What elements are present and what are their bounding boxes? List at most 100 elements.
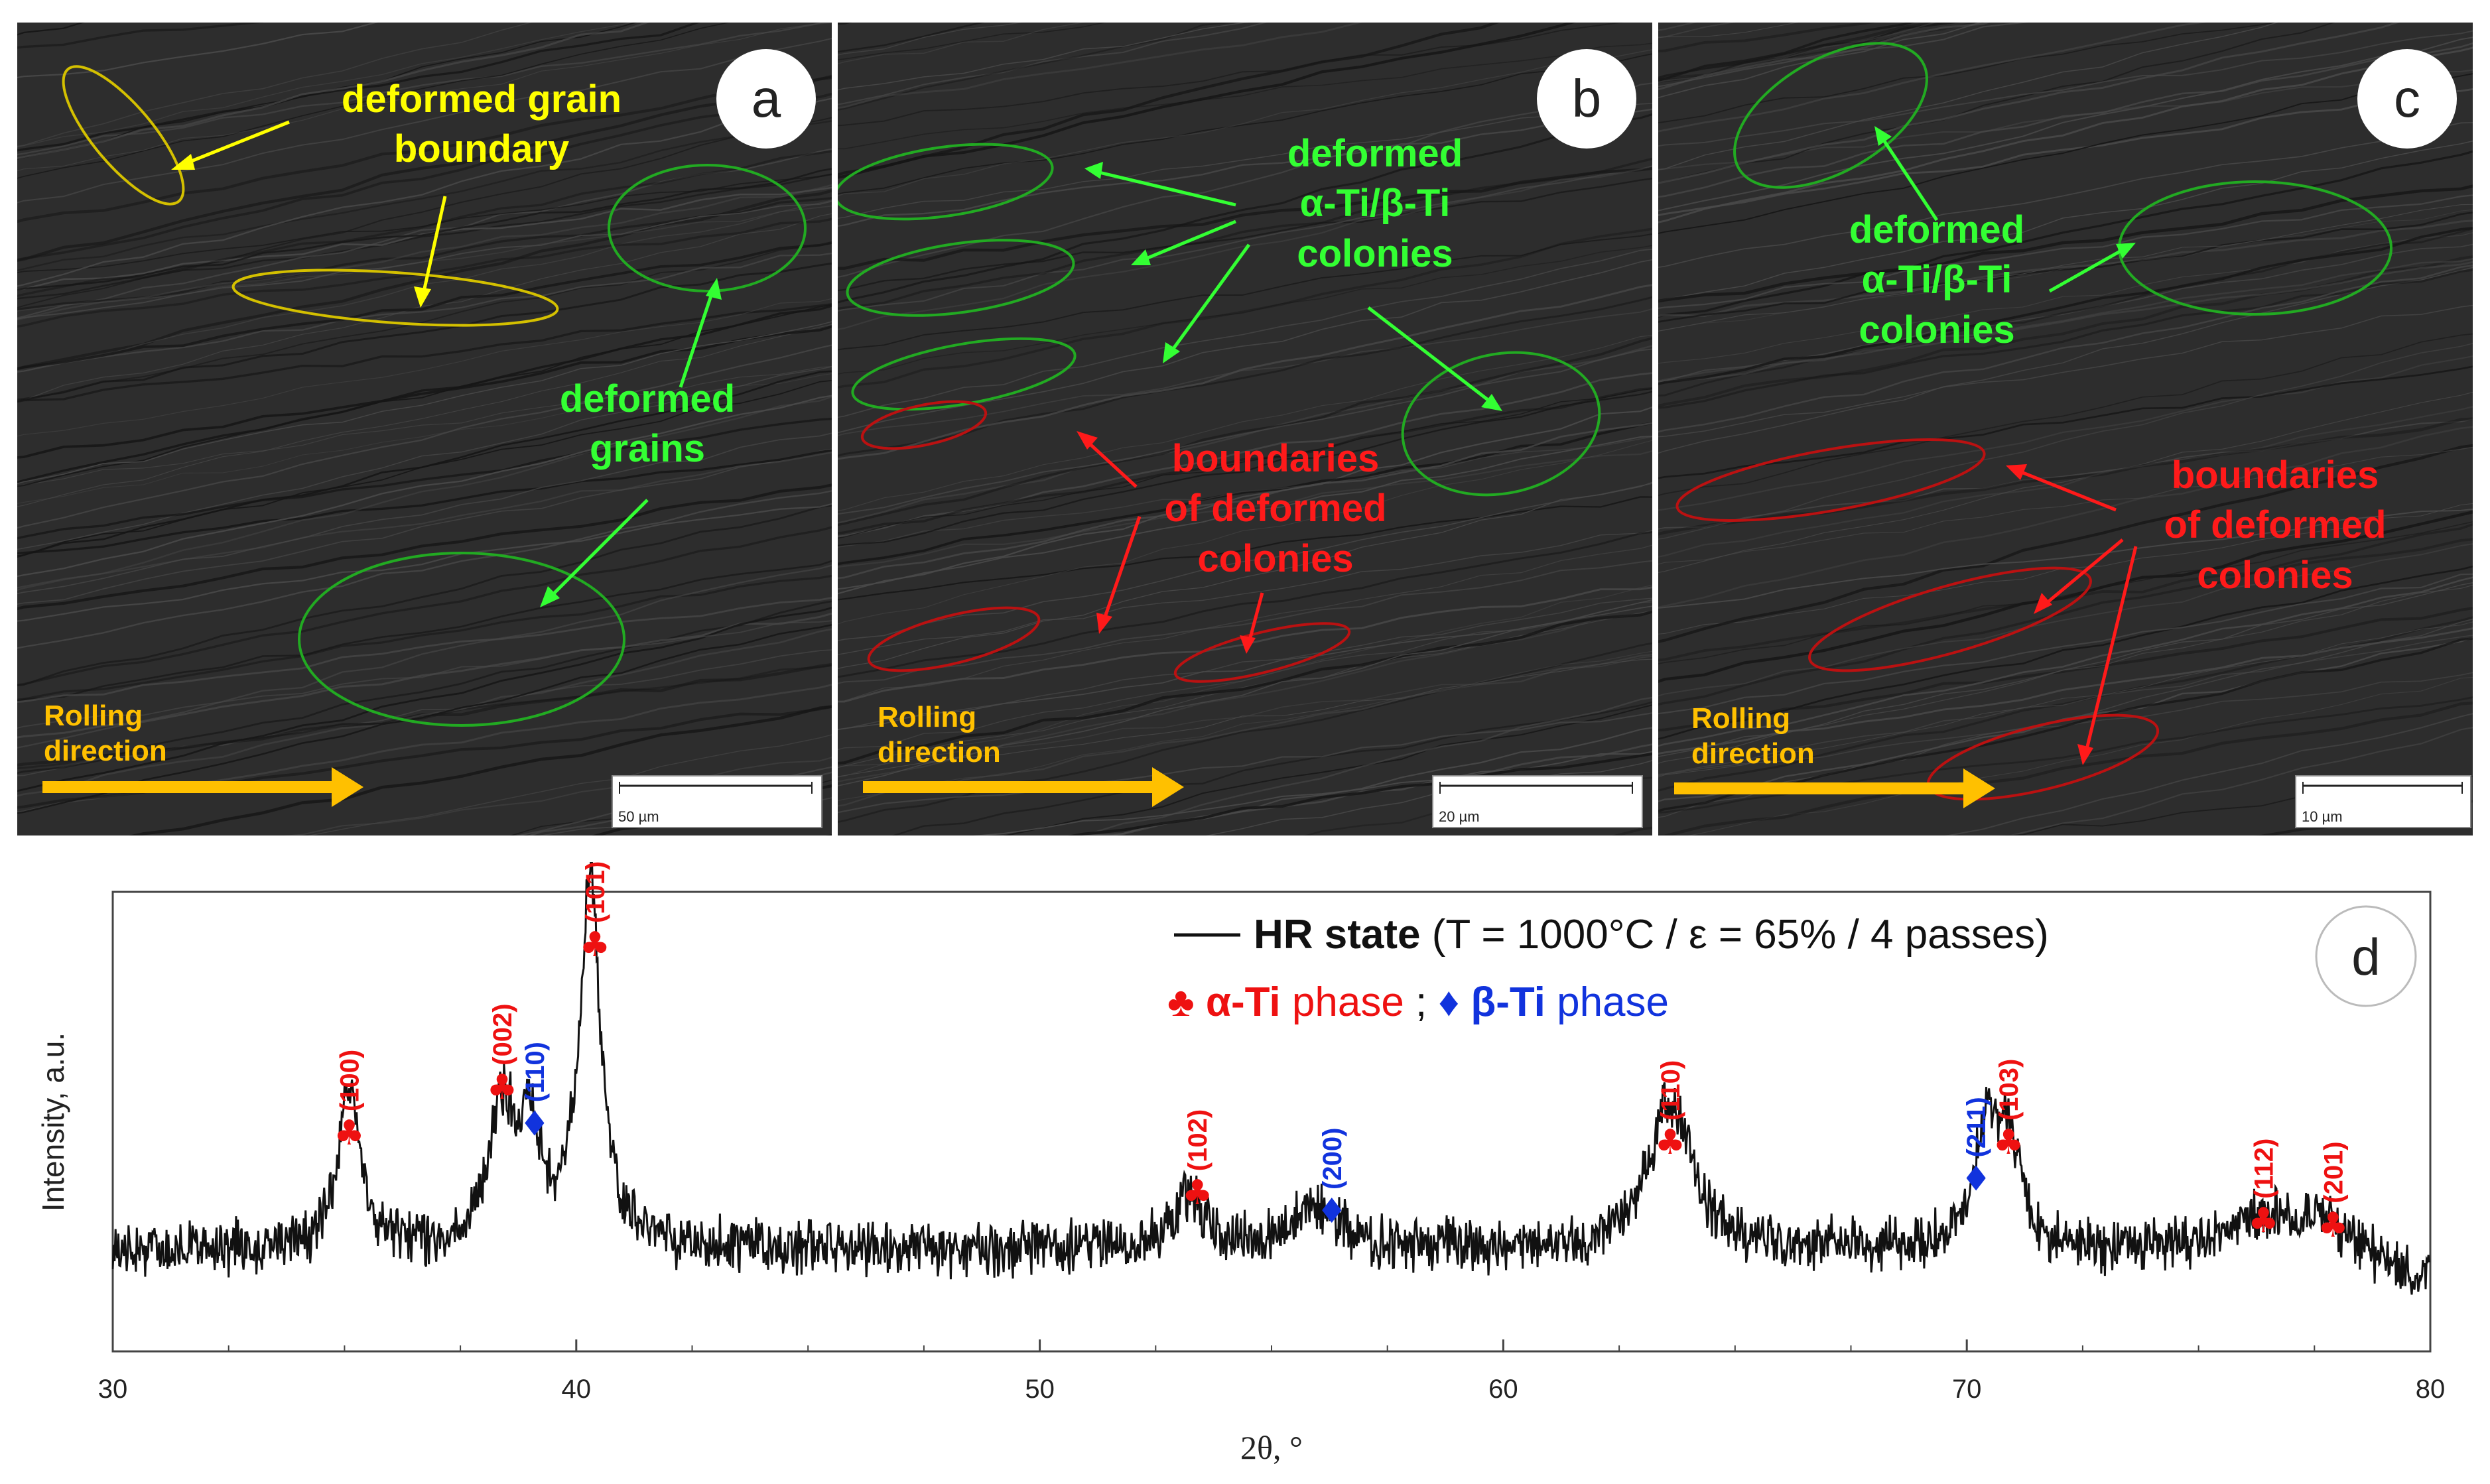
texture-streak [838, 233, 1652, 351]
texture-streak [1658, 261, 2473, 383]
colony-ellipse-c1 [1733, 42, 1928, 189]
sem-texture-b [838, 23, 1652, 835]
miller-index-label: (112) [2249, 1139, 2278, 1199]
texture-streak [1658, 702, 2473, 835]
panel-letter-d: d [2351, 928, 2380, 986]
texture-streak [17, 74, 832, 223]
x-tick-label: 40 [562, 1375, 592, 1404]
colony-boundary-ellipse-1 [860, 400, 988, 450]
colony-ellipse-3 [851, 337, 1077, 411]
alpha-ti-marker: ♣ [1993, 1123, 2024, 1162]
rolling-direction-arrow-a [42, 781, 334, 793]
peak-annotations: ♣(100) ♣(002)♦(110)♣(101)♣(102)♦(200) ♣(11… [334, 862, 2348, 1245]
texture-streak [307, 734, 832, 835]
texture-streak [1658, 23, 2029, 88]
texture-streak [838, 259, 1652, 434]
texture-streak [838, 544, 1652, 703]
label-colony-boundaries-b: boundaries of deformed colonies [1164, 437, 1387, 580]
texture-streak [1658, 621, 2473, 778]
texture-streak [17, 200, 832, 320]
x-tick-label: 30 [98, 1375, 128, 1404]
annotation-shapes-a [62, 65, 807, 727]
texture-streak [1658, 73, 2473, 234]
texture-streak [1658, 255, 2473, 407]
texture-streak [1658, 696, 2473, 814]
texture-streak [1658, 150, 2473, 318]
sem-panel-c: deformed α-Ti/β-Ti colonies boundaries o… [1658, 23, 2473, 835]
x-tick-label: 50 [1025, 1375, 1055, 1404]
texture-streak [17, 526, 832, 686]
green-arrow-2 [547, 499, 649, 601]
texture-streak [17, 23, 379, 79]
miller-index-label: (103) [1995, 1059, 2024, 1121]
texture-streak [1687, 676, 2473, 835]
beta-ti-marker: ♦ [519, 1104, 551, 1144]
alpha-ti-marker: ♣ [1655, 1123, 1686, 1162]
texture-streak [838, 178, 1652, 292]
texture-streak [838, 599, 1652, 786]
miller-index-label: (110) [1656, 1060, 1685, 1121]
texture-streak [17, 449, 832, 555]
texture-streak [17, 503, 832, 622]
miller-index-label: (102) [1183, 1109, 1212, 1171]
xrd-chart: 30 40 50 60 70 80 ♣(100) ♣(002)♦(110)♣(101)♣(1… [36, 862, 2446, 1466]
miller-index-label: (211) [1962, 1097, 1991, 1157]
texture-streak [17, 417, 832, 540]
texture-streak [1658, 23, 1937, 84]
texture-streak [838, 165, 1652, 330]
texture-streak [838, 496, 1652, 601]
colony-ellipse-4 [1401, 351, 1601, 497]
texture-streak [17, 23, 701, 152]
texture-streak [1658, 212, 2473, 323]
texture-streak [838, 284, 1652, 460]
texture-streak [17, 189, 832, 371]
texture-streak [838, 249, 1652, 418]
texture-streak [838, 481, 1652, 670]
scale-bar-a: 50 µm [612, 775, 822, 828]
texture-streak [838, 601, 1652, 751]
texture-streak [1658, 232, 2473, 364]
texture-streak [17, 483, 832, 611]
alpha-ti-marker: ♣ [2248, 1201, 2279, 1241]
texture-streak [17, 76, 832, 263]
texture-streak [838, 391, 1652, 547]
texture-streak [17, 600, 832, 774]
alpha-ti-marker: ♣ [334, 1113, 365, 1153]
texture-streak [1077, 696, 1652, 835]
colony-boundary-ellipse-c1 [1675, 438, 1986, 522]
texture-streak [1658, 543, 2473, 697]
texture-streak [1945, 713, 2473, 835]
legend-series: HR state (T = 1000°C / ε = 65% / 4 passe… [1254, 912, 2049, 958]
texture-streak [17, 564, 832, 749]
texture-streak [17, 117, 832, 309]
texture-streak [17, 23, 633, 148]
sem-panel-a: deformed grain boundary deformed grains … [17, 23, 832, 835]
texture-streak [1658, 391, 2473, 574]
texture-streak [17, 560, 832, 702]
texture-streak [17, 504, 832, 686]
red-arrow-b1 [1083, 438, 1138, 488]
texture-streak [838, 642, 1652, 824]
rolling-direction-arrow-c [1674, 782, 1966, 794]
rolling-arrowhead-c [1963, 769, 1995, 808]
texture-streak [1658, 23, 1915, 82]
texture-streak [838, 108, 1652, 227]
x-tick-label: 80 [2416, 1375, 2446, 1404]
texture-streak [1658, 209, 2473, 332]
texture-streak [17, 304, 832, 487]
texture-streak [17, 37, 832, 204]
label-deformed-colonies-b: deformed α-Ti/β-Ti colonies [1287, 132, 1463, 275]
texture-streak [838, 348, 1652, 515]
green-arrow-1 [679, 287, 716, 388]
texture-streak [17, 620, 832, 729]
miller-index-label: (100) [335, 1050, 364, 1111]
texture-streak [17, 321, 832, 485]
texture-streak [838, 227, 1652, 389]
yellow-arrow-2 [421, 196, 447, 295]
texture-streak [838, 53, 1652, 195]
texture-streak [17, 217, 832, 328]
texture-streak [17, 184, 832, 321]
texture-streak [838, 23, 1364, 109]
texture-streak [17, 649, 832, 776]
texture-streak [838, 335, 1652, 511]
